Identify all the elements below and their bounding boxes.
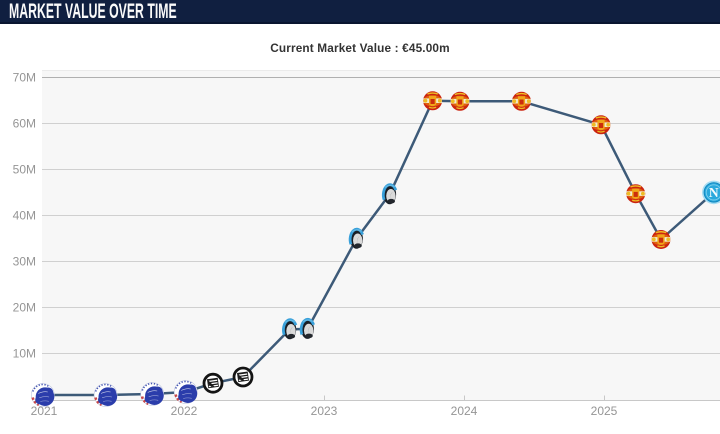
svg-text:30M: 30M xyxy=(13,255,36,269)
svg-text:10M: 10M xyxy=(13,347,36,361)
svg-text:2022: 2022 xyxy=(171,404,198,418)
svg-text:20M: 20M xyxy=(13,301,36,315)
svg-text:2024: 2024 xyxy=(451,404,478,418)
svg-text:50M: 50M xyxy=(13,163,36,177)
svg-text:70M: 70M xyxy=(13,71,36,85)
svg-text:40M: 40M xyxy=(13,209,36,223)
svg-text:2025: 2025 xyxy=(591,404,618,418)
svg-text:2023: 2023 xyxy=(311,404,338,418)
svg-text:60M: 60M xyxy=(13,117,36,131)
svg-text:2021: 2021 xyxy=(31,404,58,418)
